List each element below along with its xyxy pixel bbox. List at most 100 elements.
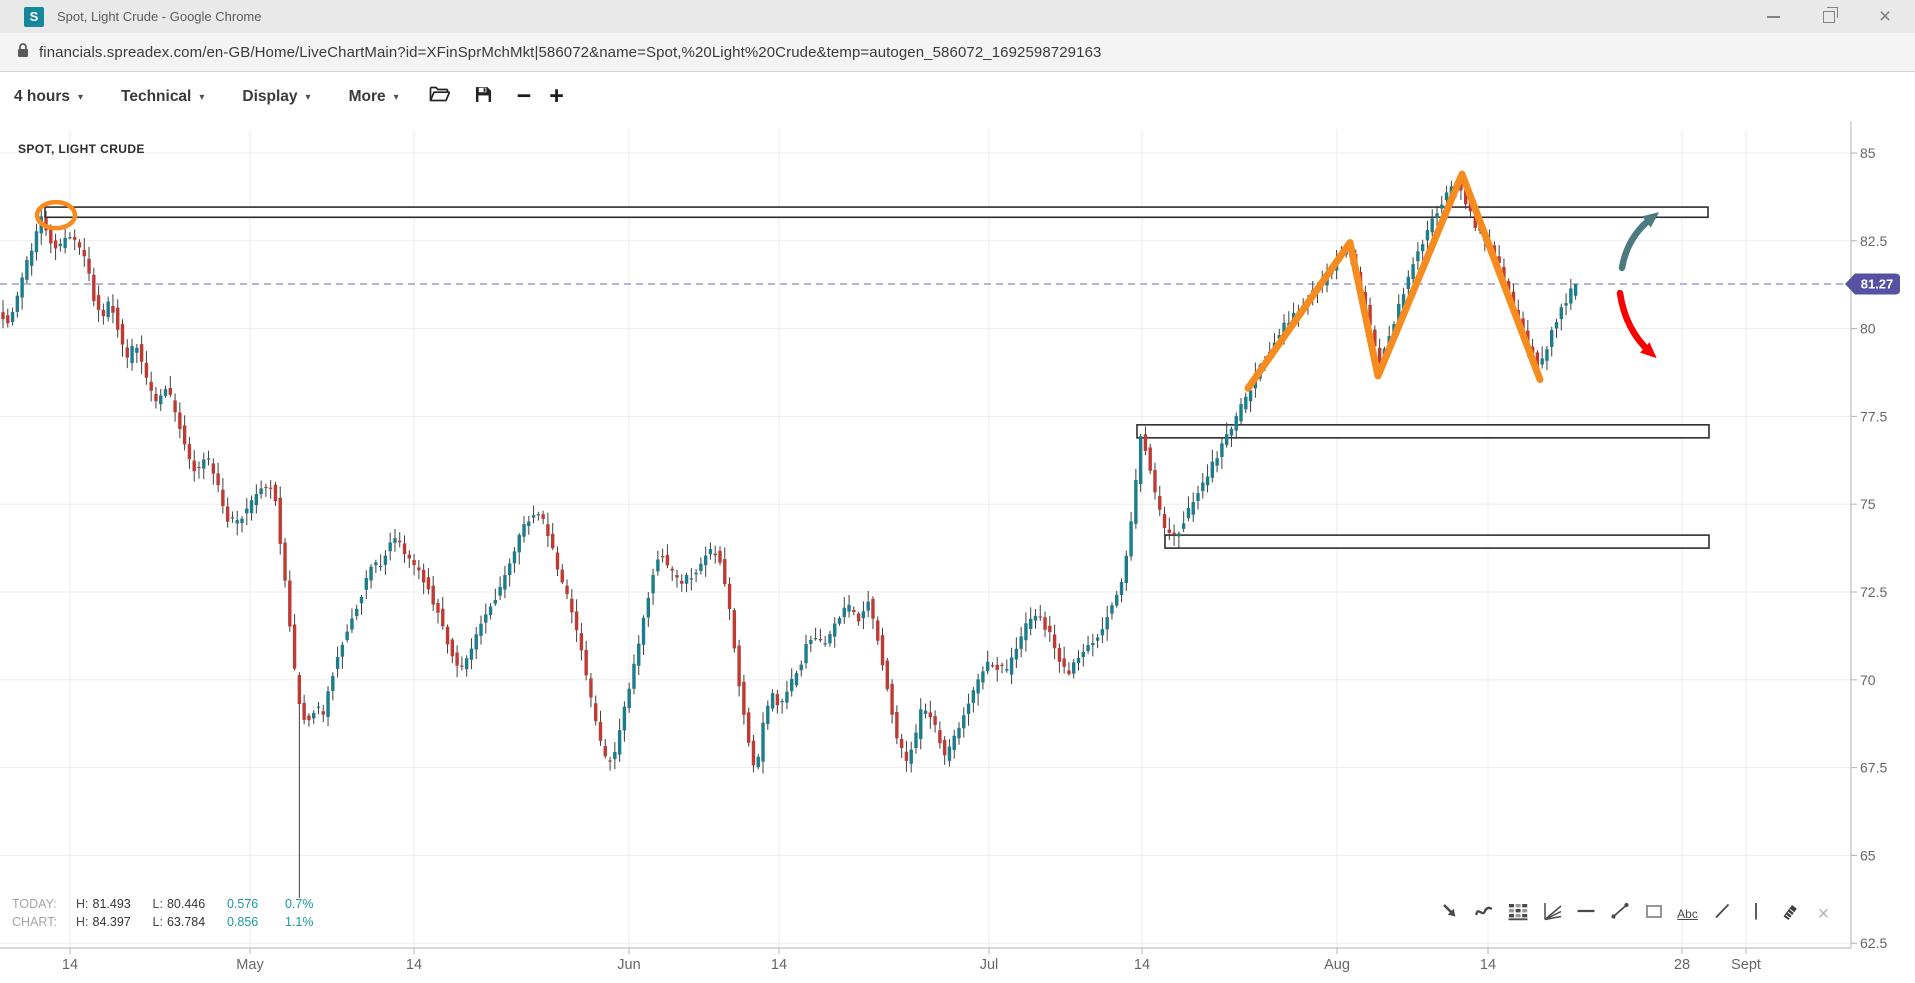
url-bar: financials.spreadex.com/en-GB/Home/LiveC… [0,33,1915,72]
close-toolbar-button[interactable]: × [1811,901,1836,926]
pattern-grid-icon [1507,900,1529,927]
support-zone-upper[interactable] [1136,424,1710,439]
text-tool-icon: Abc [1677,906,1698,921]
technical-label: Technical [121,87,192,105]
vertical-line-tool[interactable] [1743,901,1768,926]
zoom-in-button[interactable]: + [549,84,564,109]
save-chart-button[interactable] [475,86,492,108]
y-tick-label: 72.5 [1860,584,1887,600]
today-low-value: 80.446 [166,897,206,911]
timeframe-label: 4 hours [14,87,70,105]
y-tick-label: 62.5 [1860,935,1887,951]
today-stats-row: TODAY: H: 81.493 L: 80.446 0.576 0.7% [12,896,313,914]
horizontal-line-tool[interactable] [1573,901,1598,926]
today-high-label: H: [76,897,89,911]
trend-line-tool[interactable] [1607,901,1632,926]
timeframe-menu[interactable]: 4 hours ▾ [14,88,83,106]
highlight-circle-annotation[interactable] [34,199,78,231]
y-tick-label: 80 [1860,321,1876,337]
x-tick-label: 28 [1674,957,1690,973]
today-change-pct: 0.7% [284,897,314,911]
bullish-arrow-annotation[interactable] [1618,212,1660,272]
app-logo-icon: S [24,6,44,27]
zoom-out-button[interactable]: − [517,84,532,109]
url-text[interactable]: financials.spreadex.com/en-GB/Home/LiveC… [39,43,1102,61]
chart-low-value: 63.784 [166,914,206,929]
svg-text:81.27: 81.27 [1861,277,1894,292]
bearish-arrow-annotation[interactable] [1616,289,1657,359]
drawing-toolbar: Abc × [1437,901,1836,926]
chevron-down-icon: ▾ [305,92,311,103]
brush-tool[interactable] [1777,901,1802,926]
technical-menu[interactable]: Technical ▾ [121,88,204,106]
candlestick-series [1,174,1578,899]
chart-title: SPOT, LIGHT CRUDE [18,142,145,156]
pointer-arrow-tool[interactable] [1437,901,1462,926]
chart-stats-row: CHART: H: 84.397 L: 63.784 0.856 1.1% [12,914,313,932]
chevron-down-icon: ▾ [77,92,84,103]
chart-area: 85 82.5 80 77.5 75 72.5 70 67.5 65 62.5 14 May 14 Jun… [0,121,1915,983]
close-icon: × [1817,902,1830,925]
chart-change-value: 0.856 [226,914,259,929]
x-tick-label: 14 [62,957,78,973]
chart-low-label: L: [152,914,163,929]
open-chart-button[interactable] [429,86,451,108]
x-tick-label: 14 [1480,957,1496,973]
x-tick-label: Aug [1324,957,1350,973]
zigzag-annotation[interactable] [1244,170,1544,392]
status-panel: TODAY: H: 81.493 L: 80.446 0.576 0.7% CHART: H:… [12,896,313,931]
more-menu[interactable]: More ▾ [349,88,399,106]
window-controls: × [1759,5,1915,29]
current-price-badge: 81.27 [1845,273,1900,295]
x-tick-label: Jun [617,957,640,973]
text-tool[interactable]: Abc [1675,901,1700,926]
zoom-out-icon: − [516,82,532,110]
chevron-down-icon: ▾ [393,92,399,103]
x-tick-label: 14 [1134,957,1150,973]
today-high-value: 81.493 [92,897,131,911]
resistance-zone[interactable] [44,206,1709,219]
open-folder-icon [429,86,451,108]
chart-change-pct: 1.1% [284,914,314,929]
display-label: Display [242,87,298,105]
close-button[interactable]: × [1871,5,1899,29]
candlestick-chart: 85 82.5 80 77.5 75 72.5 70 67.5 65 62.5 14 May 14 Jun… [0,121,1900,973]
x-tick-label: Jul [980,957,999,973]
today-low-label: L: [152,897,163,911]
rectangle-tool[interactable] [1641,901,1666,926]
diagonal-line-tool[interactable] [1709,901,1734,926]
axes [0,121,1857,954]
y-tick-label: 77.5 [1860,408,1887,424]
brush-icon [1779,900,1801,927]
y-tick-label: 85 [1860,145,1876,161]
lock-icon [17,42,29,63]
chart-high-value: 84.397 [92,914,131,929]
restore-icon [1823,6,1838,23]
pattern-grid-tool[interactable] [1505,901,1530,926]
more-label: More [348,87,386,105]
y-tick-label: 67.5 [1860,760,1887,776]
minimize-button[interactable] [1759,5,1787,29]
fan-lines-tool[interactable] [1539,901,1564,926]
freehand-curve-tool[interactable] [1471,901,1496,926]
display-menu[interactable]: Display ▾ [242,88,310,106]
y-tick-label: 82.5 [1860,233,1887,249]
x-tick-label: Sept [1731,957,1761,973]
y-tick-label: 75 [1860,496,1876,512]
today-label: TODAY: [12,897,57,911]
x-tick-label: May [236,957,264,973]
support-zone-lower[interactable] [1164,534,1710,549]
x-tick-label: 14 [771,957,787,973]
chart-high-label: H: [76,914,89,929]
x-tick-label: 14 [406,957,422,973]
window-title: Spot, Light Crude - Google Chrome [57,9,262,24]
close-icon: × [1878,5,1892,28]
minimize-icon [1766,15,1780,18]
restore-button[interactable] [1815,5,1843,29]
vertical-line-icon [1745,900,1767,927]
chevron-down-icon: ▾ [199,92,205,103]
y-tick-label: 65 [1860,847,1876,863]
pointer-arrow-icon [1439,900,1461,927]
trend-line-icon [1609,900,1631,927]
chart-label: CHART: [12,914,57,929]
